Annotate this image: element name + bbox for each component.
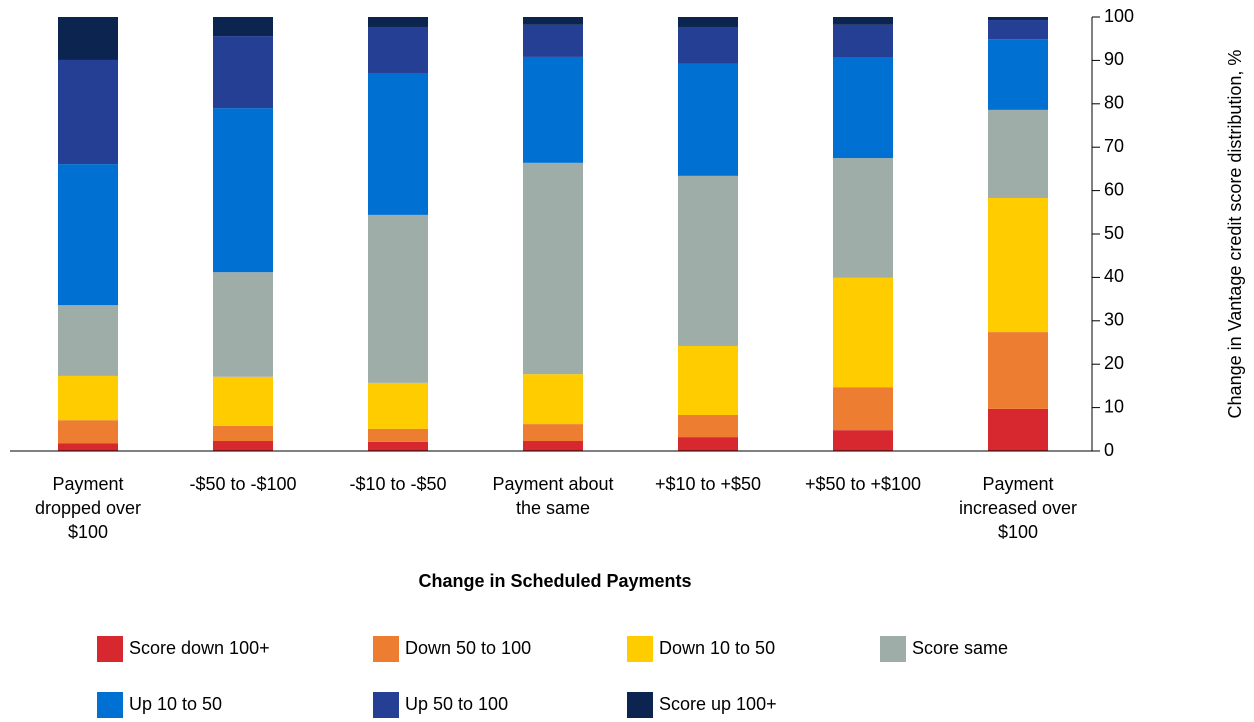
y-axis-title: Change in Vantage credit score distribut… [1225, 50, 1245, 419]
bar-segment [988, 408, 1048, 451]
bar-segment [678, 63, 738, 176]
bar-segment [58, 375, 118, 421]
bar-segment [213, 425, 273, 442]
bar-segment [833, 24, 893, 58]
y-tick-label: 20 [1104, 353, 1124, 373]
bar-segment [368, 17, 428, 27]
bar-segment [988, 17, 1048, 21]
bar-segment [368, 214, 428, 383]
legend-label: Score down 100+ [129, 638, 270, 658]
bar-segment [368, 382, 428, 429]
bar-segment [833, 277, 893, 388]
bar-segment [58, 164, 118, 306]
bar-segment [523, 162, 583, 375]
bar-segment [988, 20, 1048, 40]
bar-segment [678, 437, 738, 451]
bar-segment [833, 17, 893, 25]
bar-segment [58, 420, 118, 444]
bar-segment [368, 441, 428, 451]
legend-swatch [880, 636, 906, 662]
x-tick-label: Payment about the same [492, 474, 614, 518]
bar-segment [58, 443, 118, 451]
bar-segment [213, 376, 273, 426]
bar-segment [58, 59, 118, 165]
legend-label: Down 50 to 100 [405, 638, 531, 658]
y-tick-label: 100 [1104, 6, 1134, 26]
bar-segment [368, 26, 428, 73]
bar-segment [523, 374, 583, 425]
legend-swatch [373, 692, 399, 718]
bar-segment [678, 26, 738, 64]
y-tick-label: 10 [1104, 396, 1124, 416]
legend-label: Up 10 to 50 [129, 694, 222, 714]
bar-segment [213, 17, 273, 37]
y-tick-label: 60 [1104, 179, 1124, 199]
x-tick-label: Payment dropped over $100 [34, 474, 142, 542]
y-tick-label: 70 [1104, 136, 1124, 156]
legend-swatch [97, 692, 123, 718]
bar-segment [678, 414, 738, 438]
y-tick-label: 50 [1104, 223, 1124, 243]
x-tick-label: Payment increased over $100 [958, 474, 1078, 542]
x-tick-label: +$50 to +$100 [804, 474, 922, 494]
legend-label: Up 50 to 100 [405, 694, 508, 714]
x-tick-label: +$10 to +$50 [654, 474, 762, 494]
bar-segment [213, 272, 273, 377]
bar-segment [988, 109, 1048, 198]
bar-segment [523, 24, 583, 57]
legend-label: Down 10 to 50 [659, 638, 775, 658]
y-tick-label: 90 [1104, 49, 1124, 69]
bar-segment [833, 57, 893, 159]
legend-swatch [627, 636, 653, 662]
bar-segment [523, 424, 583, 442]
x-axis-title: Change in Scheduled Payments [418, 571, 691, 591]
legend-label: Score same [912, 638, 1008, 658]
bar-segment [58, 305, 118, 376]
bar-segment [523, 441, 583, 451]
bar-segment [213, 108, 273, 273]
bar-segment [213, 36, 273, 109]
bar-segment [833, 158, 893, 278]
x-tick-label: -$10 to -$50 [349, 474, 447, 494]
bar-segment [213, 441, 273, 451]
legend-swatch [627, 692, 653, 718]
x-tick-label: -$50 to -$100 [189, 474, 297, 494]
bar-segment [833, 387, 893, 431]
bar-segment [678, 175, 738, 346]
y-tick-label: 0 [1104, 440, 1114, 460]
bar-segment [678, 345, 738, 415]
bar-segment [368, 428, 428, 442]
y-tick-label: 80 [1104, 93, 1124, 113]
y-tick-label: 30 [1104, 310, 1124, 330]
legend-swatch [97, 636, 123, 662]
legend-swatch [373, 636, 399, 662]
bar-segment [988, 197, 1048, 333]
bar-segment [523, 56, 583, 163]
bar-segment [678, 17, 738, 27]
bar-segment [988, 39, 1048, 110]
bar-segment [988, 332, 1048, 409]
bar-segment [523, 17, 583, 25]
legend-label: Score up 100+ [659, 694, 777, 714]
y-tick-label: 40 [1104, 266, 1124, 286]
bar-segment [58, 17, 118, 60]
bar-segment [368, 72, 428, 215]
bar-segment [833, 430, 893, 451]
